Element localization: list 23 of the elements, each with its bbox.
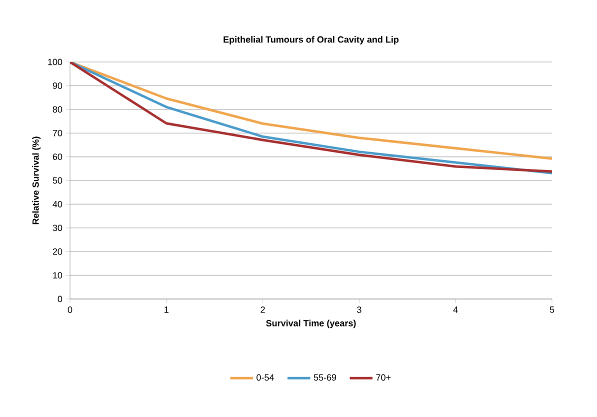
y-tick-label: 90 [52,82,62,89]
x-tick-label: 4 [453,306,458,313]
x-tick-label: 2 [260,306,265,313]
y-axis-title: Relative Survival (%) [32,136,41,224]
x-tick-label: 0 [68,306,72,313]
x-axis-title: Survival Time (years) [266,320,356,328]
y-tick-label: 20 [52,248,62,255]
x-tick-label: 1 [164,306,168,313]
x-tick-label: 3 [357,306,362,313]
y-tick-label: 30 [52,224,62,232]
y-tick-label: 40 [52,201,62,208]
y-tick-label: 10 [53,272,62,278]
y-tick-label: 70 [52,130,62,136]
y-tick-label: 60 [52,154,62,160]
legend-label: 70+ [376,374,391,381]
x-tick-label: 5 [550,306,554,313]
y-tick-label: 100 [48,58,62,66]
y-tick-label: 80 [52,106,62,113]
y-tick-label: 50 [52,177,62,184]
legend-label: 55-69 [314,374,336,381]
legend-label: 0-54 [256,374,274,381]
chart-title: Epithelial Tumours of Oral Cavity and Lip [224,36,399,44]
y-tick-label: 0 [58,296,62,302]
